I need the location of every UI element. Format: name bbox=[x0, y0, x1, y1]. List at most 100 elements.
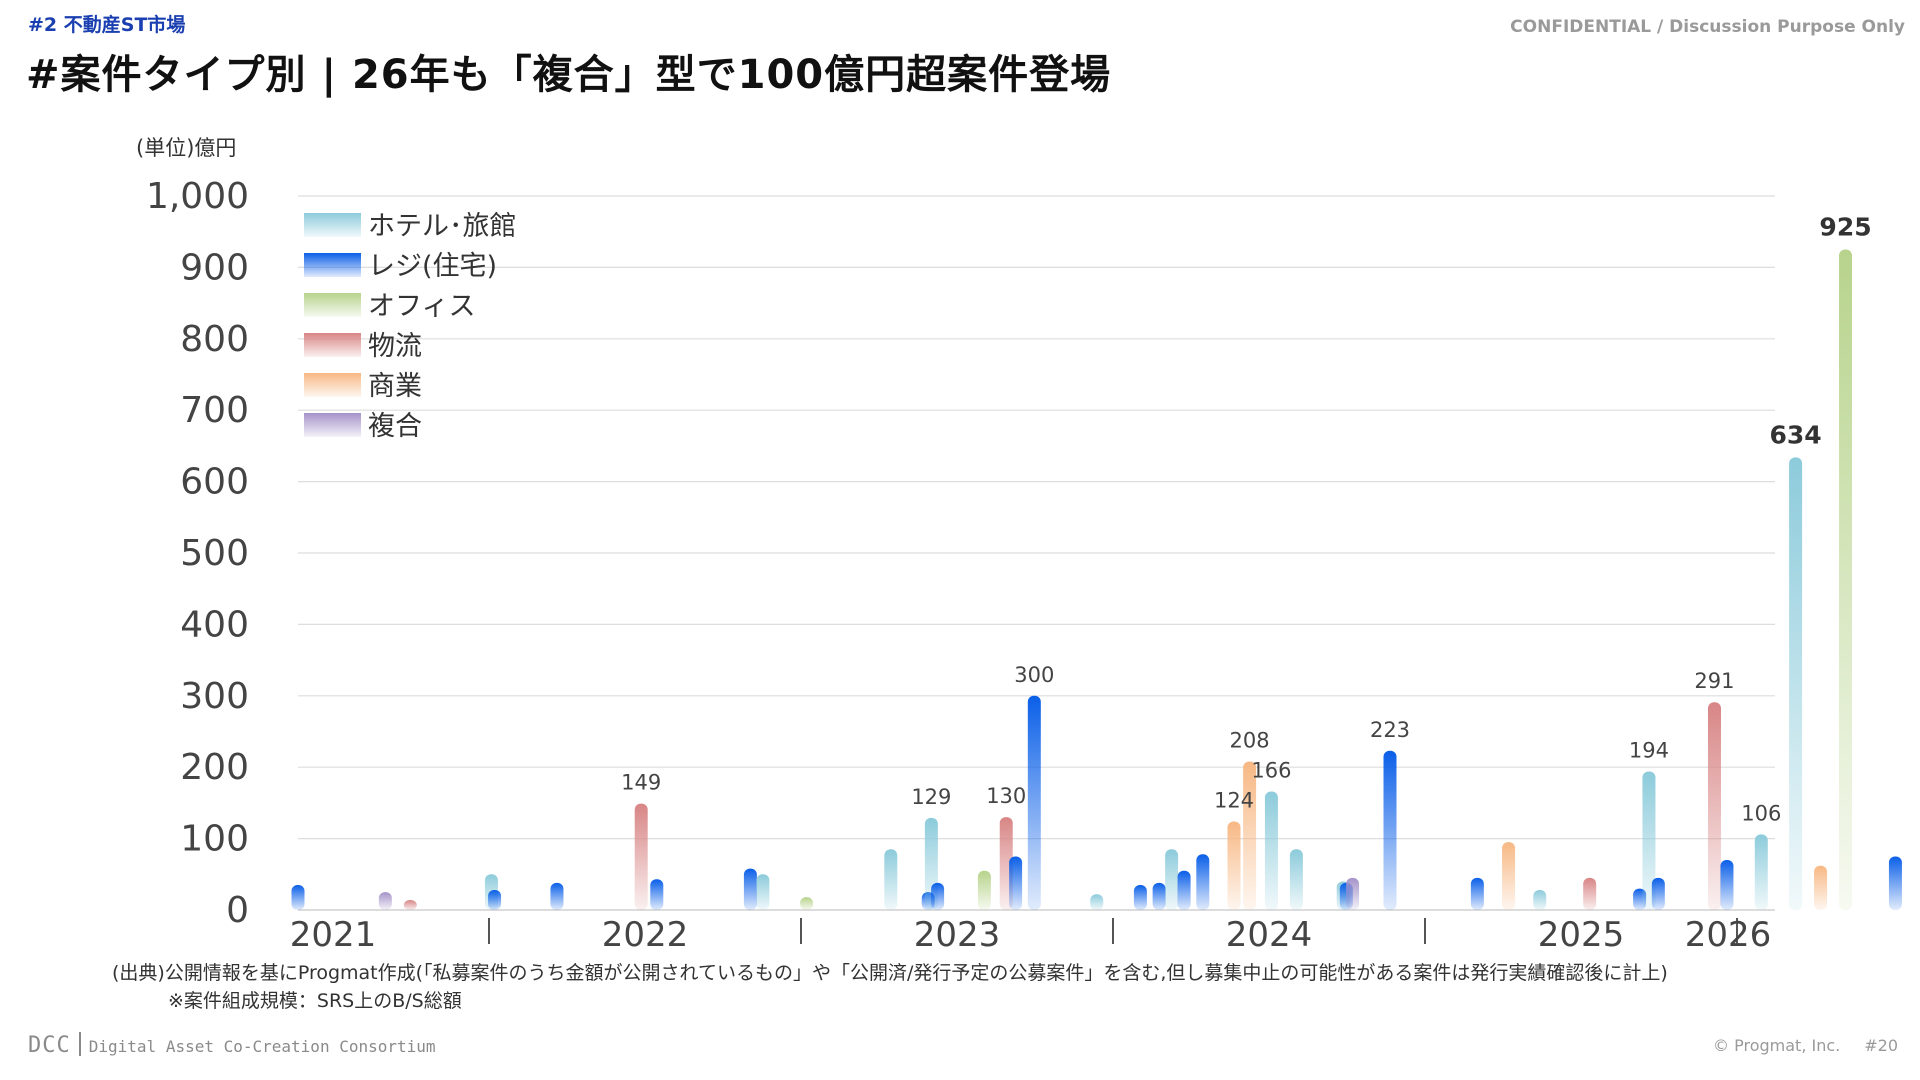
data-label: 291 bbox=[1694, 669, 1734, 693]
y-tick-label: 800 bbox=[180, 319, 249, 360]
bar-residential bbox=[1720, 860, 1734, 910]
legend-label-commercial: 商業 bbox=[368, 371, 422, 402]
bar-hotel bbox=[1754, 834, 1768, 910]
legend-swatch-office bbox=[304, 293, 361, 317]
data-label: 300 bbox=[1014, 663, 1054, 687]
bar-commercial bbox=[1502, 842, 1516, 910]
bar-residential bbox=[1027, 695, 1041, 910]
y-tick-label: 700 bbox=[180, 390, 249, 431]
legend-swatch-logistics bbox=[304, 333, 361, 357]
y-tick-label: 400 bbox=[180, 604, 249, 645]
data-label: 106 bbox=[1741, 801, 1781, 825]
y-tick-label: 500 bbox=[180, 533, 249, 574]
copyright: © Progmat, Inc. bbox=[1713, 1036, 1841, 1055]
logo-divider bbox=[78, 1032, 81, 1056]
footer-logo: DCC Digital Asset Co-Creation Consortium bbox=[28, 1032, 436, 1058]
x-tick-label: 2021 bbox=[290, 915, 377, 955]
x-tick-label: 2022 bbox=[602, 915, 689, 955]
bar-office bbox=[977, 870, 991, 910]
y-tick-label: 1,000 bbox=[146, 176, 249, 217]
org-name: Digital Asset Co-Creation Consortium bbox=[88, 1037, 436, 1056]
y-tick-label: 0 bbox=[226, 890, 249, 931]
data-label: 166 bbox=[1251, 758, 1291, 782]
bar-residential bbox=[550, 882, 564, 910]
bar-residential bbox=[650, 879, 664, 910]
bar-hotel bbox=[1642, 771, 1656, 910]
legend-swatch-hotel bbox=[304, 213, 361, 237]
bar-residential bbox=[1470, 877, 1484, 910]
data-label: 129 bbox=[911, 785, 951, 809]
legend-label-mixed: 複合 bbox=[368, 411, 422, 442]
y-tick-label: 600 bbox=[180, 462, 249, 503]
bar-residential bbox=[291, 885, 305, 910]
page-number: #20 bbox=[1864, 1036, 1898, 1055]
grid-lines bbox=[298, 195, 1775, 911]
bar-logistics bbox=[1583, 877, 1597, 910]
bar-residential bbox=[1009, 856, 1023, 910]
bar-hotel bbox=[1789, 457, 1803, 910]
bar-residential bbox=[1152, 882, 1166, 910]
bar-logistics bbox=[1707, 702, 1721, 910]
data-label: 130 bbox=[986, 784, 1026, 808]
bar-office bbox=[800, 897, 814, 910]
data-label: 149 bbox=[621, 771, 661, 795]
y-tick-label: 100 bbox=[180, 819, 249, 860]
bar-residential bbox=[1888, 856, 1902, 910]
x-tick-label: 2026 bbox=[1685, 915, 1772, 955]
dcc-logo: DCC bbox=[28, 1033, 71, 1058]
legend-label-residential: レジ(住宅) bbox=[368, 251, 497, 282]
bar-mixed bbox=[378, 892, 392, 910]
bar-logistics bbox=[634, 803, 648, 910]
bar-hotel bbox=[1165, 849, 1179, 910]
x-tick-label: 2023 bbox=[914, 915, 1001, 955]
bar-office bbox=[1839, 249, 1853, 911]
y-tick-label: 300 bbox=[180, 676, 249, 717]
legend-label-logistics: 物流 bbox=[368, 331, 422, 362]
scale-note: ※案件組成規模：SRS上のB/S総額 bbox=[168, 990, 462, 1012]
bar-residential bbox=[1383, 750, 1397, 910]
page-title: #案件タイプ別 | 26年も「複合」型で100億円超案件登場 bbox=[26, 52, 1112, 98]
bar-hotel bbox=[1264, 791, 1278, 910]
legend-swatch-mixed bbox=[304, 413, 361, 437]
data-labels: 1491291303001242081662231942911066349252… bbox=[621, 213, 1871, 826]
bar-commercial bbox=[1814, 865, 1828, 910]
bar-residential bbox=[488, 890, 502, 910]
bar-commercial bbox=[1243, 761, 1257, 910]
bar-residential bbox=[1133, 885, 1147, 910]
bar-residential bbox=[1196, 854, 1210, 910]
bar-hotel bbox=[884, 849, 898, 910]
y-axis-ticks: 0 100 200 300 400 500 600 700 800 900 1,000 bbox=[146, 176, 249, 931]
confidential-notice: CONFIDENTIAL / Discussion Purpose Only bbox=[1510, 17, 1905, 37]
data-label: 194 bbox=[1629, 738, 1669, 762]
legend-swatch-commercial bbox=[304, 373, 361, 397]
data-label: 634 bbox=[1770, 420, 1822, 449]
footer-right: © Progmat, Inc. #20 bbox=[1713, 1036, 1898, 1055]
legend-swatch-residential bbox=[304, 253, 361, 277]
source-note: (出典)公開情報を基にProgmat作成(「私募案件のうち金額が公開されているも… bbox=[112, 962, 1668, 984]
unit-label: (単位)億円 bbox=[136, 136, 237, 160]
section-tag: #2 不動産ST市場 bbox=[28, 14, 186, 36]
y-tick-label: 200 bbox=[180, 747, 249, 788]
bar-mixed bbox=[1346, 877, 1360, 910]
bar-hotel bbox=[1090, 894, 1104, 910]
x-tick-label: 2024 bbox=[1226, 915, 1313, 955]
legend-label-office: オフィス bbox=[368, 291, 475, 322]
bar-logistics bbox=[403, 900, 417, 910]
bar-hotel bbox=[756, 874, 770, 910]
data-label: 208 bbox=[1230, 728, 1270, 752]
x-axis-labels: 2021 2022 2023 2024 2025 2026 bbox=[290, 915, 1772, 955]
bar-commercial bbox=[1227, 821, 1241, 910]
bar-residential bbox=[743, 868, 757, 910]
y-tick-label: 900 bbox=[180, 247, 249, 288]
bar-hotel bbox=[1533, 890, 1547, 910]
data-label: 925 bbox=[1819, 213, 1871, 242]
bar-hotel bbox=[1289, 849, 1303, 910]
bar-residential bbox=[931, 882, 945, 910]
legend-label-hotel: ホテル･旅館 bbox=[368, 211, 517, 242]
bar-residential bbox=[1177, 870, 1191, 910]
data-label: 124 bbox=[1214, 788, 1254, 812]
bars bbox=[291, 249, 1902, 911]
bar-residential bbox=[1651, 877, 1665, 910]
